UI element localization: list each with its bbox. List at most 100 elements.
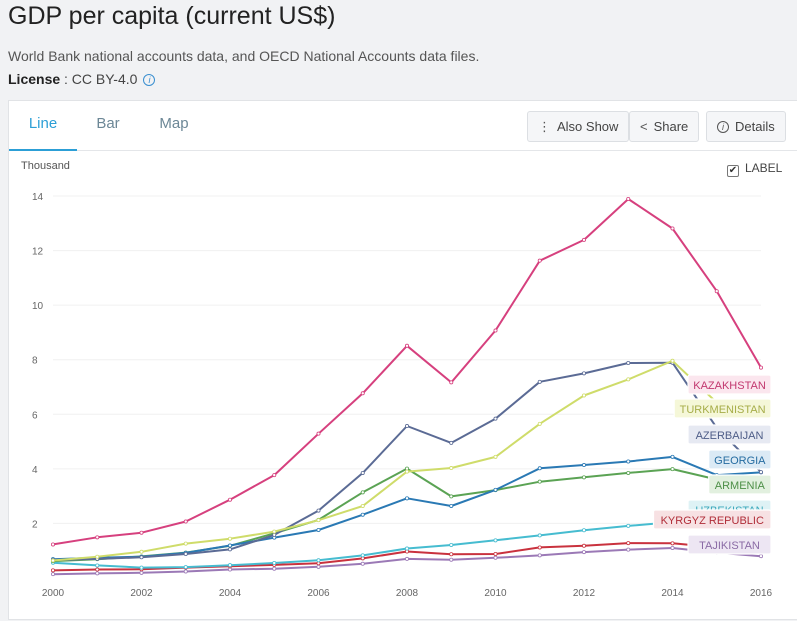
data-point xyxy=(272,473,277,478)
y-tick-label: 6 xyxy=(32,410,38,421)
series-label-georgia: GEORGIA xyxy=(714,455,766,467)
data-point xyxy=(51,572,56,577)
data-point xyxy=(360,391,365,396)
data-point xyxy=(449,494,454,499)
data-point xyxy=(449,552,454,557)
data-point xyxy=(582,543,587,548)
data-point xyxy=(626,377,631,382)
data-point xyxy=(360,490,365,495)
tab-map[interactable]: Map xyxy=(159,115,189,132)
label-toggle-text: LABEL xyxy=(745,161,783,175)
data-point xyxy=(759,365,764,370)
data-point xyxy=(139,549,144,554)
series-label-box-kyrgyz-republic xyxy=(652,509,772,530)
data-point xyxy=(227,497,232,502)
data-point xyxy=(360,503,365,508)
data-point xyxy=(51,542,56,547)
data-point xyxy=(404,496,409,501)
license-line: License : CC BY-4.0 i xyxy=(8,71,156,87)
data-point xyxy=(493,551,498,556)
data-point xyxy=(227,536,232,541)
data-point xyxy=(51,558,56,563)
data-point xyxy=(95,567,100,572)
series-line-azerbaijan xyxy=(52,361,762,561)
label-toggle[interactable]: ✔ LABEL xyxy=(727,161,782,177)
data-point xyxy=(404,556,409,561)
data-point xyxy=(670,467,675,472)
x-tick-label: 2008 xyxy=(396,588,419,599)
details-icon: i xyxy=(717,121,729,133)
data-point xyxy=(183,551,188,556)
page-title: GDP per capita (current US$) xyxy=(8,2,336,30)
share-icon: < xyxy=(640,119,648,134)
data-point xyxy=(449,466,454,471)
also-show-button[interactable]: ⋮ Also Show xyxy=(527,111,630,142)
data-point xyxy=(183,569,188,574)
data-point xyxy=(582,550,587,555)
data-point xyxy=(139,530,144,535)
y-tick-label: 4 xyxy=(32,465,38,476)
data-point xyxy=(537,479,542,484)
data-point xyxy=(537,553,542,558)
data-point xyxy=(759,554,764,559)
data-point xyxy=(626,470,631,475)
data-point xyxy=(360,553,365,558)
share-label: Share xyxy=(653,119,689,134)
data-point xyxy=(95,563,100,568)
data-point xyxy=(714,289,719,294)
series-label-box-kazakhstan xyxy=(687,374,772,395)
y-tick-label: 10 xyxy=(32,301,44,312)
data-point xyxy=(316,564,321,569)
data-point xyxy=(316,558,321,563)
x-tick-label: 2012 xyxy=(573,588,596,599)
details-button[interactable]: i Details xyxy=(706,111,786,142)
data-point xyxy=(582,393,587,398)
tab-line[interactable]: Line xyxy=(9,101,77,151)
data-point xyxy=(227,547,232,552)
data-point xyxy=(537,545,542,550)
data-point xyxy=(493,555,498,560)
data-point xyxy=(493,538,498,543)
data-point xyxy=(316,508,321,513)
data-point xyxy=(272,529,277,534)
series-label-turkmenistan: TURKMENISTAN xyxy=(680,404,766,416)
y-tick-label: 2 xyxy=(32,519,38,530)
data-point xyxy=(95,554,100,559)
data-point xyxy=(582,237,587,242)
data-point xyxy=(493,487,498,492)
series-label-box-turkmenistan xyxy=(673,398,772,419)
info-icon[interactable]: i xyxy=(143,74,156,86)
y-tick-label: 14 xyxy=(32,192,44,203)
also-show-label: Also Show xyxy=(557,119,619,134)
series-label-box-georgia xyxy=(708,449,772,470)
data-point xyxy=(582,371,587,376)
data-point xyxy=(449,503,454,508)
data-point xyxy=(449,557,454,562)
data-point xyxy=(139,555,144,560)
license-value: : CC BY-4.0 xyxy=(60,71,138,87)
series-label-kazakhstan: KAZAKHSTAN xyxy=(693,380,766,392)
data-point xyxy=(272,566,277,571)
details-label: Details xyxy=(735,119,775,134)
data-point xyxy=(759,470,764,475)
data-point xyxy=(582,463,587,468)
more-vertical-icon: ⋮ xyxy=(538,119,551,134)
data-point xyxy=(404,343,409,348)
data-point xyxy=(449,380,454,385)
x-tick-label: 2016 xyxy=(750,588,773,599)
tab-bar[interactable]: Bar xyxy=(96,115,120,132)
x-tick-label: 2010 xyxy=(484,588,507,599)
data-point xyxy=(493,328,498,333)
data-point xyxy=(537,466,542,471)
share-button[interactable]: < Share xyxy=(629,111,700,142)
data-point xyxy=(404,424,409,429)
chart-card: Line Bar Map ⋮ Also Show < Share i Details … xyxy=(8,100,797,620)
label-checkbox[interactable]: ✔ xyxy=(727,165,739,177)
data-point xyxy=(670,454,675,459)
data-point xyxy=(272,532,277,537)
data-point xyxy=(670,226,675,231)
data-point xyxy=(139,565,144,570)
data-point xyxy=(183,519,188,524)
view-tabs: Line Bar Map ⋮ Also Show < Share i Details xyxy=(9,101,797,151)
data-point xyxy=(227,567,232,572)
